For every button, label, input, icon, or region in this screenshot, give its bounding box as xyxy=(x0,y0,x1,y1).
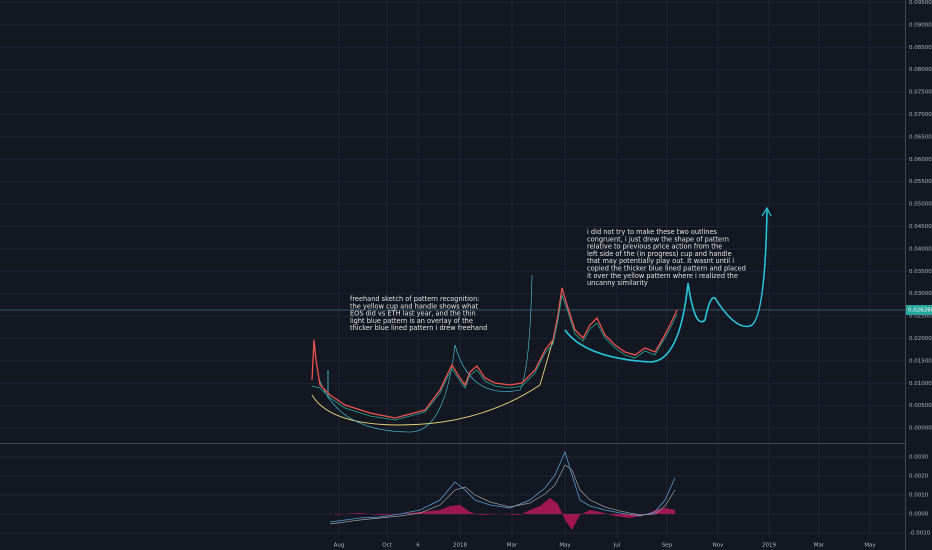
signal-line xyxy=(329,464,676,525)
price-label: 0.0650000 xyxy=(909,134,932,140)
price-label: 0.0850000 xyxy=(909,45,932,51)
annotation-text: left side of the (in progress) cup and h… xyxy=(587,250,732,258)
annotation-text: light blue pattern is an overlay of the xyxy=(350,317,473,325)
annotation-text: uncanny similarity xyxy=(587,279,648,287)
indicator-label: -0.0010 xyxy=(909,531,931,537)
indicator xyxy=(329,450,676,530)
price-label: 0.0150000 xyxy=(909,358,932,364)
indicator-label: 0.0020 xyxy=(909,474,929,480)
price-label: 0.0700000 xyxy=(909,112,932,118)
annotation-text: that may potentially play out. It wasnt … xyxy=(587,257,734,265)
price-label: 0.0400000 xyxy=(909,246,932,252)
annotation-text: relative to previous price action from t… xyxy=(587,243,722,251)
thin-blue-pattern xyxy=(454,274,533,392)
price-candles xyxy=(311,294,678,421)
price-label: 0.0750000 xyxy=(909,90,932,96)
price-label: 0.0350000 xyxy=(909,269,932,275)
annotation-text: freehand sketch of pattern recognition: xyxy=(350,295,479,303)
time-label: 2018 xyxy=(453,543,467,549)
annotation-text: thicker blue lined pattern i drew freeha… xyxy=(350,324,487,332)
indicator-label: 0.0010 xyxy=(909,493,929,499)
price-label: 0.0500000 xyxy=(909,202,932,208)
price-label: 0.0100000 xyxy=(909,381,932,387)
annotation-text: the yellow cup and handle shows what xyxy=(350,302,478,310)
time-label: Aug xyxy=(334,543,345,549)
price-label: 0.0600000 xyxy=(909,157,932,163)
time-label: Jul xyxy=(613,543,621,549)
time-label: 2019 xyxy=(762,543,776,549)
annotation-text: i did not try to make these two outlines xyxy=(587,228,718,236)
indicator-label: 0.0030 xyxy=(909,455,929,461)
annotation-text: congruent, i just drew the shape of patt… xyxy=(587,235,729,243)
time-label: Mar xyxy=(507,543,518,549)
current-price: 0.0262600 xyxy=(908,308,932,314)
annotation-text: copied the thicker blue lined pattern an… xyxy=(587,265,746,273)
price-label: 0.0200000 xyxy=(909,336,932,342)
yellow-cup-pattern xyxy=(311,339,554,426)
price-label: 0.0300000 xyxy=(909,291,932,297)
time-label: May xyxy=(864,543,876,549)
grid xyxy=(0,0,905,538)
price-label: 0.0550000 xyxy=(909,179,932,185)
thick-blue-pattern xyxy=(564,209,768,363)
time-label: Mar xyxy=(814,543,825,549)
time-label: Oct xyxy=(382,543,392,549)
price-label: 0.0950000 xyxy=(909,0,932,6)
annotation-text: it over the yellow pattern where i reali… xyxy=(587,272,738,280)
price-label: 0.0900000 xyxy=(909,22,932,28)
labels: Aug Oct 6 2018 Mar May Jul Sep Nov 2019 Mar May 0.09… xyxy=(334,0,932,549)
time-label: May xyxy=(559,543,571,549)
time-label: 6 xyxy=(416,543,420,549)
price-label: 0.0450000 xyxy=(909,224,932,230)
indicator-label: 0.0000 xyxy=(909,512,929,518)
histogram xyxy=(335,498,675,530)
price-label: 0.0000000 xyxy=(909,426,932,432)
time-label: Nov xyxy=(713,543,724,549)
arrow-head xyxy=(761,206,772,217)
time-label: Sep xyxy=(662,543,673,549)
price-label: 0.0050000 xyxy=(909,403,932,409)
annotation-text: EOS did vs ETH last year, and the thin xyxy=(350,310,476,318)
macd-line xyxy=(329,450,676,523)
current-price-badge xyxy=(906,305,932,315)
price-candles xyxy=(311,287,678,419)
price-label: 0.0250000 xyxy=(909,314,932,320)
thin-blue-pattern xyxy=(317,344,456,433)
price-label: 0.0800000 xyxy=(909,67,932,73)
